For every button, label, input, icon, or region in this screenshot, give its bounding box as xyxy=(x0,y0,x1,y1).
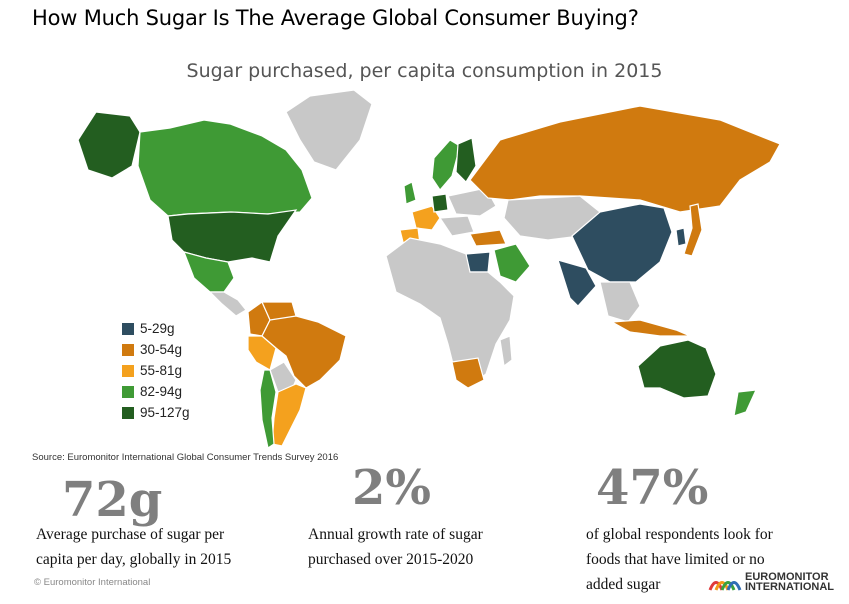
stat-text-line: of global respondents look for xyxy=(586,526,773,543)
region-no-data xyxy=(438,215,475,237)
stat-text-line: purchased over 2015-2020 xyxy=(308,551,474,568)
stat-value: 2% xyxy=(352,460,432,516)
region-no-data xyxy=(503,195,601,241)
legend-swatch xyxy=(122,364,134,377)
legend-label: 95-127g xyxy=(140,405,190,420)
region-saudi-arabia xyxy=(493,243,531,283)
copyright: © Euromonitor International xyxy=(34,577,151,588)
region-indonesia xyxy=(609,319,691,337)
region-sweden xyxy=(431,139,461,191)
legend-label: 55-81g xyxy=(140,363,183,378)
region-alaska xyxy=(77,111,141,179)
legend-label: 5-29g xyxy=(140,321,175,336)
stat-value: 72g xyxy=(62,472,163,528)
region-canada xyxy=(137,119,313,217)
legend-label: 82-94g xyxy=(140,384,183,399)
region-germany xyxy=(431,193,449,213)
region-brazil xyxy=(261,315,347,389)
region-chile xyxy=(259,369,277,449)
region-no-data xyxy=(285,89,373,171)
region-south-africa xyxy=(451,357,485,389)
stat-value: 47% xyxy=(596,460,709,516)
stat-text-line: capita per day, globally in 2015 xyxy=(36,551,232,568)
region-china xyxy=(571,203,673,283)
region-japan xyxy=(683,203,703,257)
region-india xyxy=(557,259,597,307)
region-united-kingdom xyxy=(403,181,417,205)
region-russia xyxy=(469,105,781,213)
legend-label: 30-54g xyxy=(140,342,183,357)
region-south-korea xyxy=(675,227,687,247)
legend-swatch xyxy=(122,385,134,398)
region-no-data xyxy=(599,281,641,323)
logo-line: INTERNATIONAL xyxy=(745,581,835,593)
legend: 5-29g 30-54g 55-81g 82-94g 95-127g xyxy=(122,318,190,423)
region-no-data xyxy=(499,335,513,368)
logo-line: EUROMONITOR xyxy=(745,571,829,583)
region-finland xyxy=(455,137,477,183)
legend-item: 95-127g xyxy=(122,402,190,423)
legend-swatch xyxy=(122,322,134,335)
region-new-zealand xyxy=(733,389,757,417)
chart-subtitle: Sugar purchased, per capita consumption … xyxy=(186,60,663,82)
stat-text-line: foods that have limited or no xyxy=(586,551,765,568)
region-no-data xyxy=(385,237,515,387)
legend-item: 55-81g xyxy=(122,360,190,381)
stat-text-line: Annual growth rate of sugar xyxy=(308,526,483,543)
region-mexico xyxy=(183,251,235,293)
legend-item: 82-94g xyxy=(122,381,190,402)
stat-description: Annual growth rate of sugar purchased ov… xyxy=(308,522,483,572)
stat-description: Average purchase of sugar per capita per… xyxy=(36,522,231,572)
source-note: Source: Euromonitor International Global… xyxy=(32,452,339,463)
region-argentina xyxy=(271,383,307,447)
legend-swatch xyxy=(122,406,134,419)
stat-description: of global respondents look for foods tha… xyxy=(586,522,773,597)
chart-title: How Much Sugar Is The Average Global Con… xyxy=(32,6,639,30)
region-australia xyxy=(637,339,717,399)
stat-text-line: Average purchase of sugar per xyxy=(36,526,225,543)
legend-item: 5-29g xyxy=(122,318,190,339)
stat-text-line: added sugar xyxy=(586,576,661,593)
euromonitor-logo: EUROMONITOR INTERNATIONAL xyxy=(708,571,835,593)
rainbow-icon xyxy=(708,581,742,591)
region-turkey xyxy=(469,229,507,247)
legend-swatch xyxy=(122,343,134,356)
region-no-data xyxy=(208,291,247,317)
legend-item: 30-54g xyxy=(122,339,190,360)
region-france xyxy=(411,205,441,231)
